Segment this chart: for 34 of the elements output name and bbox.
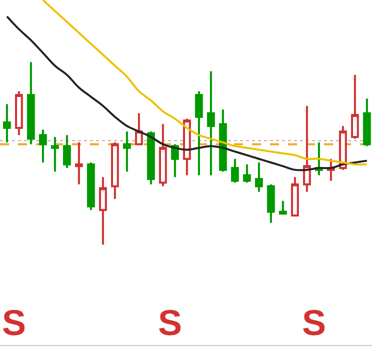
candlestick	[87, 162, 95, 211]
candlestick	[123, 130, 131, 173]
candlestick	[363, 98, 371, 148]
candlestick	[27, 61, 35, 146]
candlestick	[243, 163, 251, 184]
candlestick	[15, 90, 23, 136]
candlestick	[255, 162, 263, 193]
text: S	[158, 302, 182, 343]
candlestick	[327, 158, 335, 182]
candlestick	[63, 134, 71, 169]
candlestick	[267, 183, 275, 224]
candlestick	[291, 176, 299, 216]
candlestick	[303, 104, 311, 193]
candlestick	[39, 128, 47, 164]
candlestick	[147, 130, 155, 186]
candlestick	[3, 103, 11, 144]
candlestick	[171, 143, 179, 178]
candlestick	[351, 74, 359, 140]
candlestick	[183, 118, 191, 176]
candlestick	[99, 176, 107, 246]
candlestick	[159, 123, 167, 188]
text: S	[2, 302, 26, 343]
candlestick	[231, 158, 239, 184]
candlestick	[207, 70, 215, 176]
candlestick	[279, 200, 287, 215]
candlestick	[51, 136, 59, 173]
candlestick	[315, 141, 323, 176]
candlestick	[219, 108, 227, 173]
candlestick	[135, 112, 143, 146]
text: S	[302, 302, 326, 343]
candlestick	[111, 141, 119, 200]
candlestick	[75, 141, 83, 186]
candlestick	[339, 124, 347, 171]
candlestick	[195, 90, 203, 176]
